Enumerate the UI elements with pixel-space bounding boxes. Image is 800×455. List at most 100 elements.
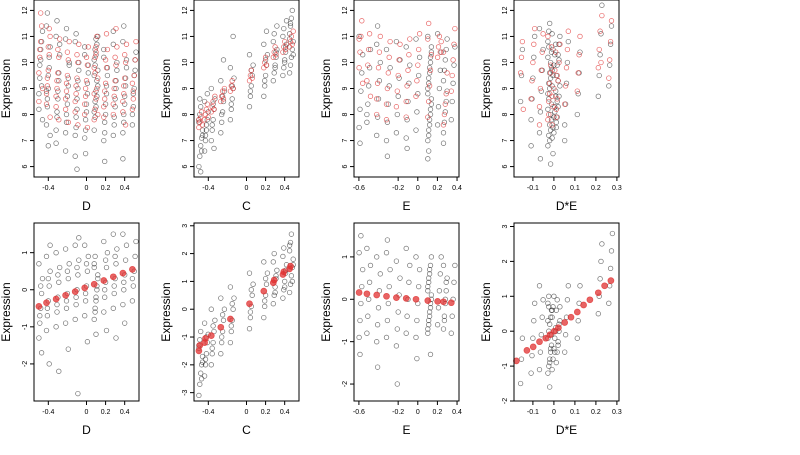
observed-point bbox=[425, 156, 431, 162]
y-tick-label: 8 bbox=[502, 112, 509, 116]
fitted-point bbox=[596, 46, 602, 53]
observed-point bbox=[270, 259, 276, 265]
x-tick-label: -0.1 bbox=[527, 185, 539, 192]
observed-point bbox=[91, 264, 97, 271]
observed-point bbox=[246, 270, 253, 276]
observed-point bbox=[82, 117, 89, 123]
observed-point bbox=[112, 96, 118, 102]
observed-point bbox=[37, 313, 43, 319]
observed-point bbox=[449, 98, 455, 105]
observed-point bbox=[63, 111, 70, 118]
fitted-point bbox=[441, 111, 448, 118]
observed-point bbox=[202, 132, 209, 139]
fitted-point bbox=[130, 88, 136, 94]
fitted-point bbox=[113, 62, 119, 68]
observed-point bbox=[426, 80, 432, 86]
observed-point bbox=[280, 295, 286, 301]
observed-point bbox=[536, 25, 543, 32]
observed-point bbox=[547, 59, 554, 66]
observed-point bbox=[129, 122, 136, 128]
observed-point bbox=[546, 28, 552, 34]
observed-point bbox=[405, 98, 411, 105]
fitted-point bbox=[440, 49, 447, 55]
fitted-point bbox=[573, 308, 581, 316]
fitted-point bbox=[414, 78, 420, 84]
observed-point bbox=[383, 334, 390, 341]
observed-point bbox=[219, 312, 226, 318]
fitted-point bbox=[81, 284, 89, 292]
observed-point bbox=[220, 317, 227, 323]
fitted-point bbox=[549, 122, 555, 128]
x-axis-label: D*E bbox=[556, 423, 577, 437]
fitted-point bbox=[109, 273, 117, 281]
x-tick-label: -0.6 bbox=[353, 409, 365, 416]
fitted-point bbox=[62, 96, 69, 102]
observed-point bbox=[46, 54, 52, 60]
observed-point bbox=[434, 322, 441, 328]
y-tick-label: 3 bbox=[502, 224, 509, 228]
observed-point bbox=[103, 327, 110, 334]
x-tick-label: 0.1 bbox=[570, 185, 580, 192]
x-tick-label: 0.3 bbox=[612, 185, 622, 192]
x-tick-label: 0 bbox=[552, 185, 556, 192]
observed-point bbox=[72, 38, 78, 45]
fitted-point bbox=[93, 96, 99, 102]
fitted-point bbox=[282, 46, 289, 53]
observed-point bbox=[92, 62, 98, 68]
y-tick-label: 7 bbox=[342, 139, 349, 143]
observed-point bbox=[110, 41, 116, 47]
fitted-point bbox=[54, 78, 60, 84]
observed-point bbox=[428, 101, 435, 107]
fitted-point bbox=[282, 38, 288, 45]
observed-point bbox=[553, 41, 559, 47]
observed-point bbox=[395, 309, 401, 315]
observed-point bbox=[414, 109, 420, 115]
observed-point bbox=[545, 318, 551, 324]
observed-point bbox=[290, 38, 296, 45]
fitted-point bbox=[246, 78, 253, 84]
observed-point bbox=[261, 41, 267, 47]
points-p8 bbox=[513, 230, 616, 390]
observed-point bbox=[120, 156, 126, 162]
x-tick-label: 0 bbox=[85, 409, 89, 416]
observed-point bbox=[425, 288, 431, 294]
observed-point bbox=[131, 85, 137, 92]
observed-point bbox=[65, 346, 71, 352]
observed-point bbox=[530, 75, 536, 81]
observed-point bbox=[75, 78, 81, 84]
fitted-point bbox=[211, 106, 217, 112]
fitted-point bbox=[43, 299, 50, 307]
fitted-point bbox=[513, 357, 520, 365]
observed-point bbox=[547, 356, 553, 362]
observed-point bbox=[203, 122, 210, 128]
observed-point bbox=[249, 72, 255, 79]
observed-point bbox=[102, 119, 108, 125]
fitted-point bbox=[47, 114, 53, 120]
observed-point bbox=[201, 148, 208, 154]
observed-point bbox=[246, 104, 253, 110]
y-tick-label: -2 bbox=[182, 362, 189, 368]
observed-point bbox=[529, 352, 535, 359]
observed-point bbox=[198, 143, 204, 149]
observed-point bbox=[199, 127, 206, 133]
fitted-point bbox=[44, 75, 51, 81]
observed-point bbox=[517, 98, 524, 105]
fitted-point bbox=[403, 98, 409, 105]
fitted-point bbox=[73, 91, 79, 97]
observed-point bbox=[426, 275, 432, 281]
observed-point bbox=[553, 307, 559, 313]
x-tick-label: -0.4 bbox=[42, 185, 54, 192]
fitted-point bbox=[129, 106, 136, 112]
fitted-point bbox=[100, 277, 108, 284]
y-tick-label: 7 bbox=[182, 139, 189, 143]
fitted-point bbox=[90, 280, 98, 288]
observed-point bbox=[73, 114, 79, 120]
fitted-point bbox=[415, 62, 421, 68]
observed-point bbox=[74, 166, 80, 172]
observed-point bbox=[111, 290, 117, 297]
observed-point bbox=[607, 265, 614, 272]
observed-point bbox=[427, 305, 434, 311]
observed-point bbox=[76, 257, 82, 263]
observed-point bbox=[94, 93, 100, 99]
fitted-point bbox=[575, 70, 581, 76]
